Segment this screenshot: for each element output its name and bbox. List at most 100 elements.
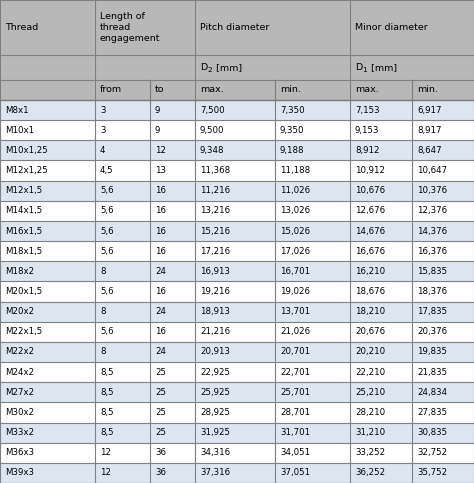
Text: 11,026: 11,026 [280,186,310,195]
Bar [0,402,95,423]
Bar [350,282,412,301]
Text: 10,912: 10,912 [355,166,385,175]
Text: 16,676: 16,676 [355,247,385,256]
Bar [275,463,350,483]
Text: 5,6: 5,6 [100,247,114,256]
Bar [150,100,195,120]
Bar [412,463,474,483]
Text: 24,834: 24,834 [417,388,447,397]
Bar [275,301,350,322]
Text: from: from [100,85,122,95]
Bar [150,261,195,282]
Text: M10x1: M10x1 [5,126,34,135]
Bar [195,181,275,201]
Bar [195,342,275,362]
Text: 21,216: 21,216 [200,327,230,336]
Bar [412,141,474,160]
Bar [275,141,350,160]
Bar [412,100,474,120]
Text: 11,216: 11,216 [200,186,230,195]
Bar [95,141,150,160]
Text: 27,835: 27,835 [417,408,447,417]
Text: 17,216: 17,216 [200,247,230,256]
Text: 34,051: 34,051 [280,448,310,457]
Bar [150,241,195,261]
Bar [275,282,350,301]
Text: to: to [155,85,164,95]
Text: 20,210: 20,210 [355,347,385,356]
Text: 4,5: 4,5 [100,166,114,175]
Text: 5,6: 5,6 [100,186,114,195]
Text: 20,376: 20,376 [417,327,447,336]
Bar [195,100,275,120]
Text: 15,835: 15,835 [417,267,447,276]
Text: 17,026: 17,026 [280,247,310,256]
Text: 19,216: 19,216 [200,287,230,296]
Bar [150,382,195,402]
Text: max.: max. [355,85,379,95]
Bar [195,241,275,261]
Bar [350,201,412,221]
Bar [195,362,275,382]
Bar [195,141,275,160]
Text: 7,350: 7,350 [280,106,305,114]
Text: 9,188: 9,188 [280,146,304,155]
Bar [95,221,150,241]
Text: 31,210: 31,210 [355,428,385,437]
Bar [195,463,275,483]
Text: 12: 12 [100,469,111,477]
Text: 20,913: 20,913 [200,347,230,356]
Bar [412,221,474,241]
Bar [0,382,95,402]
Text: 9: 9 [155,106,160,114]
Bar [0,221,95,241]
Text: min.: min. [280,85,301,95]
Bar [195,282,275,301]
Bar [150,362,195,382]
Bar [350,423,412,443]
Bar [150,201,195,221]
Text: 14,376: 14,376 [417,227,447,236]
Bar [412,282,474,301]
Bar [350,181,412,201]
Text: Thread: Thread [5,23,38,32]
Text: 36: 36 [155,448,166,457]
Text: 25,210: 25,210 [355,388,385,397]
Text: Length of
thread
engagement: Length of thread engagement [100,12,161,43]
Bar [150,160,195,181]
Bar [95,181,150,201]
Text: [mm]: [mm] [368,63,397,72]
Text: M22x2: M22x2 [5,347,34,356]
Text: 10,676: 10,676 [355,186,385,195]
Bar [95,160,150,181]
Bar [195,382,275,402]
Bar [95,362,150,382]
Text: 18,376: 18,376 [417,287,447,296]
Text: M10x1,25: M10x1,25 [5,146,48,155]
Text: D: D [200,63,207,72]
Bar [350,342,412,362]
Bar [275,181,350,201]
Bar [275,100,350,120]
Text: 14,676: 14,676 [355,227,385,236]
Bar [195,301,275,322]
Text: M27x2: M27x2 [5,388,34,397]
Text: 16,210: 16,210 [355,267,385,276]
Text: 16: 16 [155,247,166,256]
Bar [95,382,150,402]
Text: 12: 12 [100,448,111,457]
Bar [95,463,150,483]
Text: M16x1,5: M16x1,5 [5,227,42,236]
Text: M12x1,25: M12x1,25 [5,166,48,175]
Text: 19,026: 19,026 [280,287,310,296]
Text: M12x1,5: M12x1,5 [5,186,42,195]
Bar [275,160,350,181]
Bar [0,0,474,100]
Bar [150,443,195,463]
Bar [0,301,95,322]
Bar [150,423,195,443]
Text: max.: max. [200,85,224,95]
Text: 28,701: 28,701 [280,408,310,417]
Bar [412,423,474,443]
Bar [0,201,95,221]
